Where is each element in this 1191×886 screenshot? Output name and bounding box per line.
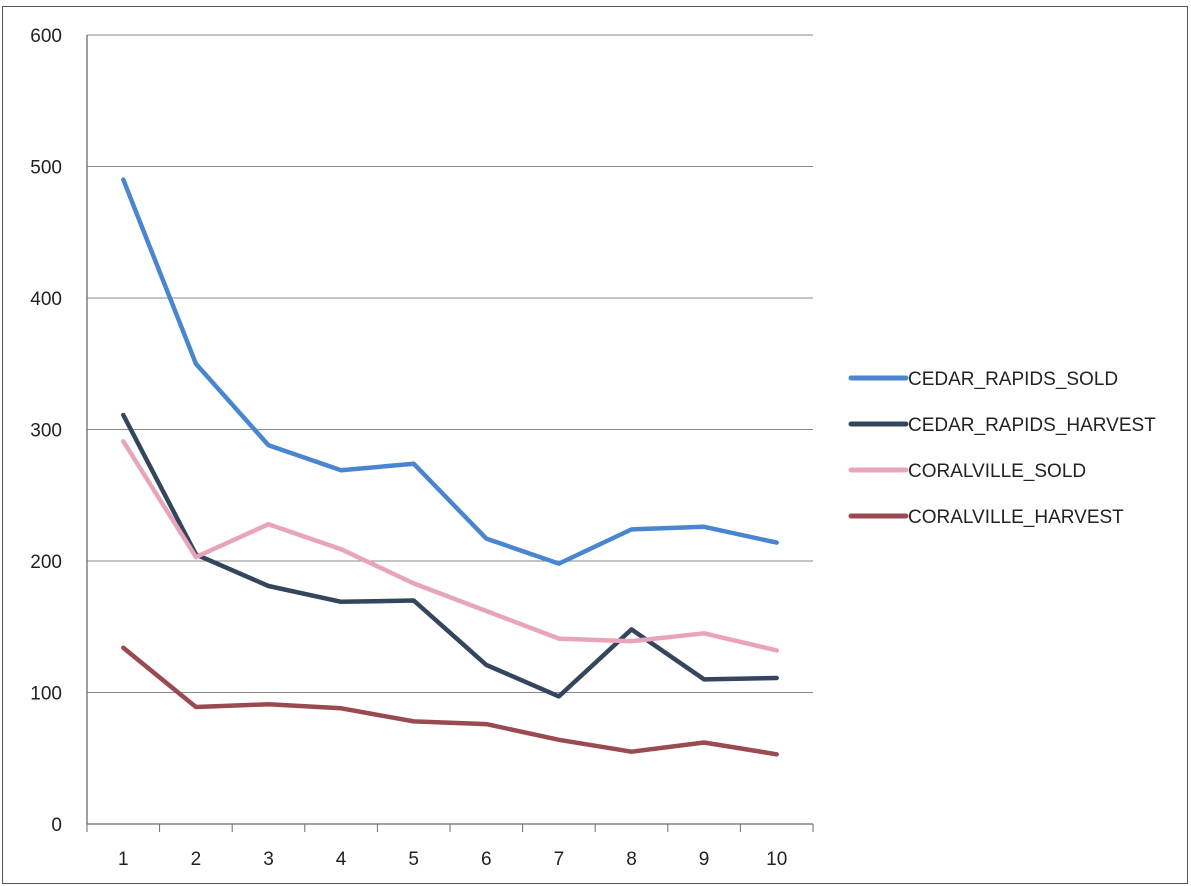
x-tick-label-5: 5 (408, 849, 419, 870)
x-tick-label-8: 8 (626, 849, 637, 870)
x-tick-label-9: 9 (699, 849, 710, 870)
x-tick-label-7: 7 (554, 849, 565, 870)
y-tick-label-100: 100 (30, 684, 62, 705)
y-tick-label-300: 300 (30, 421, 62, 442)
x-tick-label-6: 6 (481, 849, 492, 870)
x-tick-label-3: 3 (263, 849, 274, 870)
x-axis-ticks: 1 2 3 4 5 6 7 8 9 10 (86, 824, 814, 870)
series-lines (121, 177, 779, 757)
x-tick-label-4: 4 (336, 849, 347, 870)
x-tick-label-2: 2 (191, 849, 202, 870)
series-line-coralville-harvest (121, 645, 779, 757)
y-axis-ticks: 0 100 200 300 400 500 600 (30, 26, 62, 836)
y-tick-label-600: 600 (30, 26, 62, 47)
y-tick-label-200: 200 (30, 552, 62, 573)
x-tick-label-10: 10 (766, 849, 787, 870)
y-tick-label-0: 0 (51, 815, 62, 836)
legend-label-coralville-harvest: CORALVILLE_HARVEST (908, 507, 1124, 528)
legend-label-cedar-rapids-sold: CEDAR_RAPIDS_SOLD (908, 369, 1118, 390)
legend-label-cedar-rapids-harvest: CEDAR_RAPIDS_HARVEST (908, 415, 1156, 436)
legend-label-coralville-sold: CORALVILLE_SOLD (908, 461, 1086, 482)
legend: CEDAR_RAPIDS_SOLD CEDAR_RAPIDS_HARVEST COR… (848, 369, 1156, 528)
y-tick-label-500: 500 (30, 158, 62, 179)
x-tick-label-1: 1 (118, 849, 129, 870)
y-tick-label-400: 400 (30, 289, 62, 310)
series-line-cedar-rapids-harvest (121, 412, 779, 699)
chart-frame (2, 6, 1188, 884)
series-line-cedar-rapids-sold (121, 177, 779, 566)
series-line-coralville-sold (121, 439, 779, 653)
